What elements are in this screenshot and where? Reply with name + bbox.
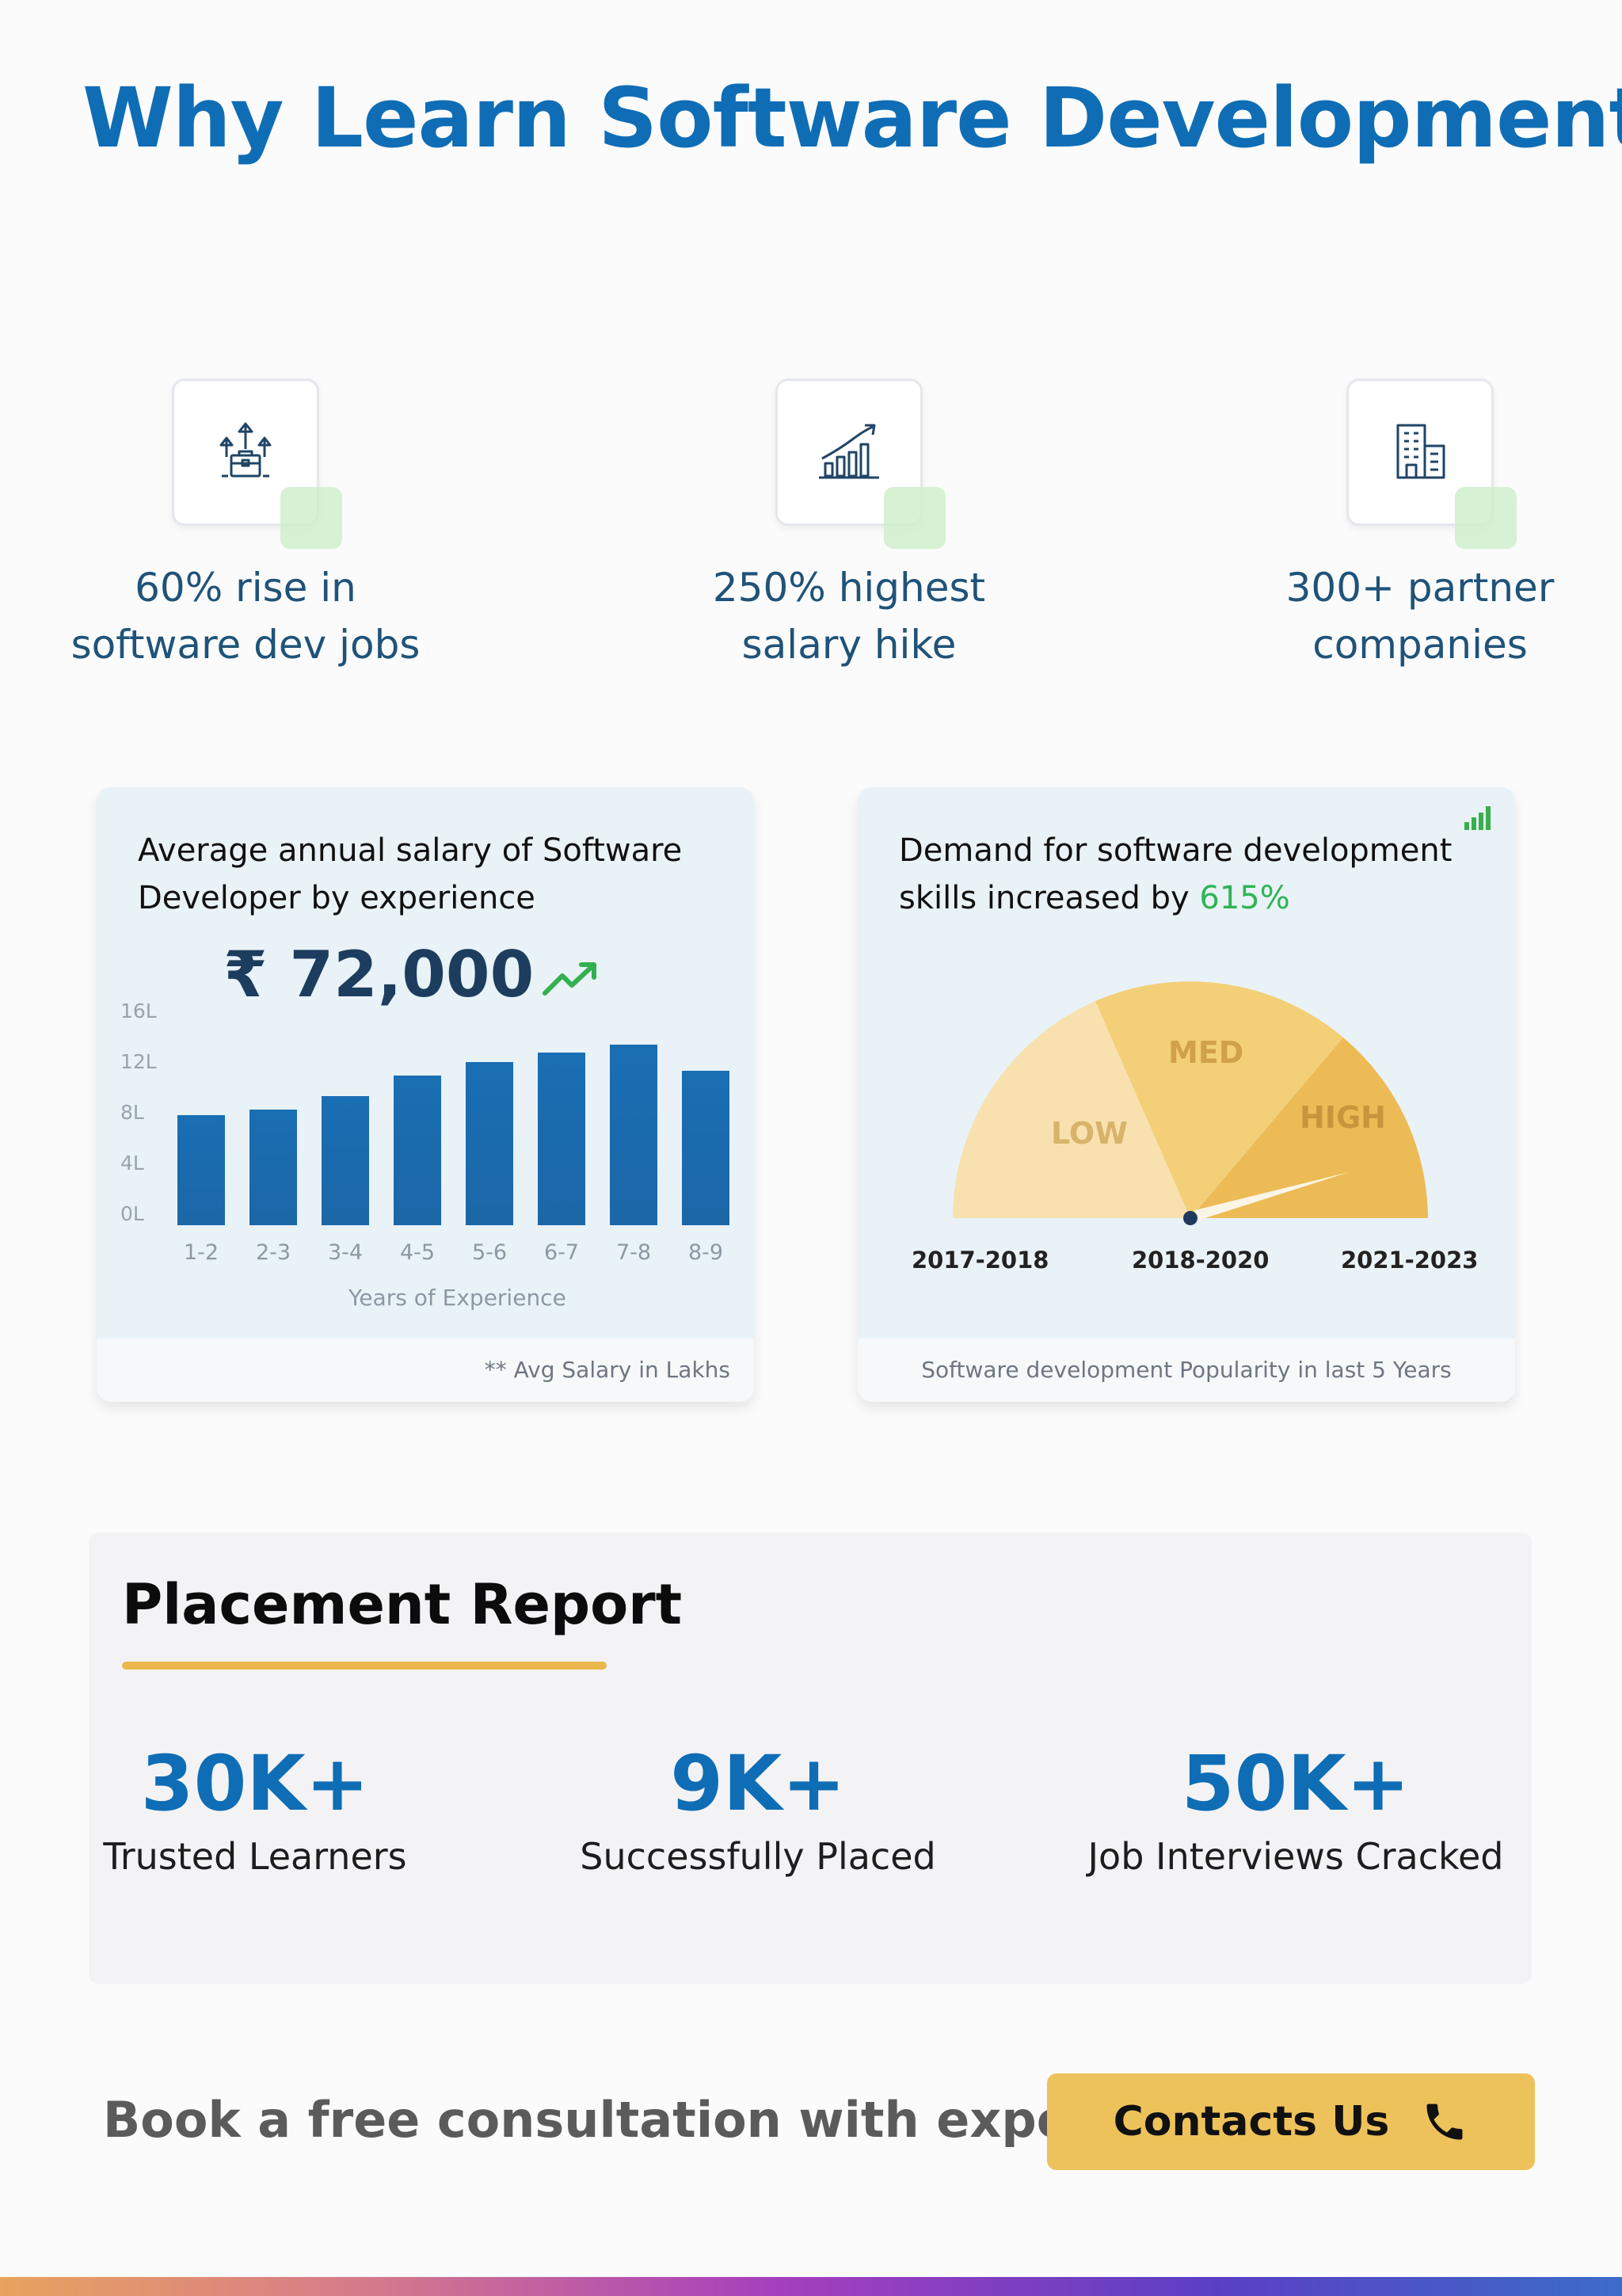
- feature-salary-hike: 250% highest salary hike: [627, 379, 1071, 673]
- feature-icon-tile: [775, 379, 946, 549]
- stat-value: 30K+: [140, 1739, 370, 1828]
- salary-card: Average annual salary of Software Develo…: [97, 787, 754, 1402]
- y-tick: 0L: [120, 1202, 144, 1225]
- y-tick: 8L: [120, 1101, 144, 1124]
- salary-card-title: Average annual salary of Software Develo…: [138, 832, 683, 916]
- feature-job-growth: 60% rise in software dev jobs: [24, 379, 467, 673]
- contact-us-button[interactable]: Contacts Us: [1047, 2073, 1535, 2170]
- title-underline: [122, 1662, 607, 1670]
- x-tick: 2-3: [255, 1240, 291, 1265]
- tile-accent: [280, 487, 342, 549]
- y-tick: 16L: [120, 1000, 157, 1022]
- feature-icon-tile: [1346, 379, 1517, 549]
- trend-up-icon: [543, 962, 596, 996]
- salary-bar: [249, 1109, 297, 1225]
- briefcase-arrows-icon: [219, 422, 272, 478]
- demand-gauge: LOW MED HIGH: [953, 981, 1428, 1225]
- tile-accent: [1455, 487, 1517, 549]
- gauge-needle: [1190, 1172, 1349, 1223]
- salary-card-footer: ** Avg Salary in Lakhs: [484, 1357, 730, 1383]
- demand-card-footer: Software development Popularity in last …: [921, 1357, 1452, 1383]
- demand-card-title: Demand for software development skills i…: [899, 832, 1453, 916]
- tile-accent: [884, 487, 946, 549]
- gradient-strip: [0, 2277, 1622, 2296]
- salary-bar: [610, 1045, 657, 1225]
- salary-bar: [682, 1070, 729, 1225]
- x-axis-label: Years of Experience: [348, 1285, 566, 1311]
- office-building-icon: [1396, 424, 1445, 479]
- salary-bar: [394, 1076, 441, 1225]
- gauge-label-low: LOW: [1051, 1116, 1128, 1151]
- stat-label: Successfully Placed: [580, 1835, 936, 1878]
- x-tick: 4-5: [399, 1240, 436, 1265]
- contact-us-label: Contacts Us: [1113, 2098, 1390, 2146]
- phone-icon: [1426, 2104, 1463, 2140]
- x-tick: 7-8: [615, 1240, 652, 1265]
- growth-chart-icon: [819, 424, 879, 479]
- salary-bar: [322, 1095, 369, 1225]
- y-tick: 4L: [120, 1152, 144, 1175]
- feature-caption: 250% highest salary hike: [712, 565, 986, 668]
- feature-partners: 300+ partner companies: [1198, 379, 1622, 673]
- gauge-year-mid: 2018-2020: [1132, 1247, 1270, 1274]
- salary-amount: ₹ 72,000: [223, 938, 535, 1011]
- salary-chart-panel: Average annual salary of Software Develo…: [97, 787, 754, 1338]
- x-tick: 6-7: [543, 1240, 580, 1265]
- stat-value: 9K+: [670, 1739, 846, 1828]
- feature-caption: 60% rise in software dev jobs: [70, 565, 421, 668]
- salary-bar: [177, 1114, 225, 1225]
- feature-icon-tile: [172, 379, 342, 549]
- feature-caption: 300+ partner companies: [1285, 565, 1555, 668]
- gauge-pivot: [1183, 1211, 1197, 1225]
- x-tick: 3-4: [327, 1240, 364, 1265]
- x-tick: 8-9: [687, 1240, 724, 1265]
- salary-bar: [538, 1053, 585, 1225]
- demand-percent: 615%: [1199, 880, 1290, 916]
- x-tick: 1-2: [183, 1240, 219, 1265]
- gauge-zone-low: [953, 1001, 1190, 1218]
- page-title: Why Learn Software Development?: [82, 70, 1622, 166]
- gauge-year-start: 2017-2018: [912, 1247, 1049, 1274]
- stat-trusted-learners: 30K+ Trusted Learners: [33, 1740, 477, 1878]
- salary-bar: [466, 1062, 513, 1225]
- gauge-zone-high: [1190, 1038, 1428, 1218]
- demand-card: Demand for software development skills i…: [858, 787, 1515, 1402]
- stat-interviews-cracked: 50K+ Job Interviews Cracked: [1074, 1740, 1517, 1878]
- stat-value: 50K+: [1181, 1739, 1411, 1828]
- placement-report: Placement Report 30K+ Trusted Learners 9…: [89, 1533, 1532, 1984]
- x-tick: 5-6: [471, 1240, 508, 1265]
- stat-successfully-placed: 9K+ Successfully Placed: [536, 1740, 980, 1878]
- demand-gauge-panel: Demand for software development skills i…: [858, 787, 1515, 1338]
- y-tick: 12L: [120, 1050, 157, 1073]
- gauge-label-med: MED: [1168, 1035, 1243, 1070]
- stat-label: Trusted Learners: [103, 1835, 407, 1878]
- placement-title: Placement Report: [122, 1572, 683, 1637]
- cta-text: Book a free consultation with expert: [103, 2091, 1118, 2149]
- stat-label: Job Interviews Cracked: [1087, 1835, 1504, 1878]
- signal-bars-icon: [1464, 806, 1491, 830]
- gauge-zone-med: [1095, 981, 1343, 1218]
- gauge-year-end: 2021-2023: [1341, 1247, 1479, 1274]
- gauge-label-high: HIGH: [1300, 1100, 1386, 1135]
